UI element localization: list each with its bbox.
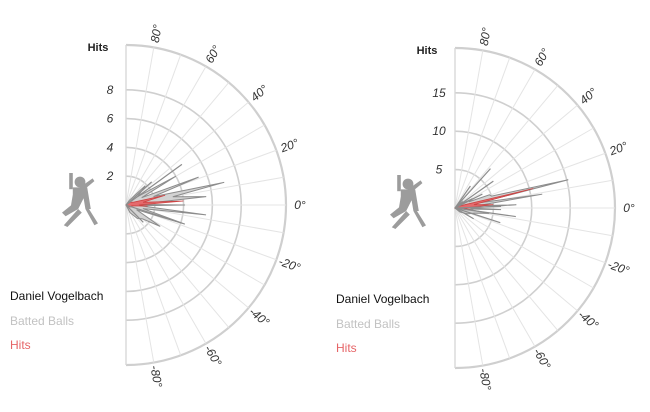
grid-spoke: [454, 207, 536, 347]
angle-tick-label--40-: -40°: [246, 304, 272, 329]
angle-tick-label-80-: 80°: [477, 26, 494, 46]
grid-spoke: [125, 54, 182, 206]
angle-tick-label--80-: -80°: [147, 364, 165, 388]
radial-tick-label-6: 6: [107, 112, 114, 126]
grid-spoke: [454, 207, 559, 331]
legend-player: Daniel Vogelbach: [336, 292, 429, 306]
legend-player: Daniel Vogelbach: [10, 289, 103, 303]
radial-chart-left: 80° 60° 40° 20° 0° -20° -40° -60° -80° 2 4 6 8 Hits D…: [10, 23, 306, 388]
batter-silhouette-icon: [390, 175, 426, 229]
batted-ball-ray: [125, 204, 144, 223]
angle-tick-label--80-: -80°: [476, 367, 494, 391]
radial-tick-label-15: 15: [432, 86, 446, 100]
angle-tick-label--60-: -60°: [201, 343, 224, 369]
angle-tick-label--20-: -20°: [606, 257, 632, 278]
angle-tick-label--20-: -20°: [277, 254, 303, 275]
angle-tick-label-20-: 20°: [607, 139, 630, 159]
angle-tick-label-60-: 60°: [202, 43, 223, 66]
grid-spoke: [454, 207, 606, 264]
batted-ball-ray: [454, 207, 501, 224]
radial-tick-label-8: 8: [107, 83, 114, 97]
radial-tick-label-5: 5: [436, 163, 443, 177]
batted-ball-ray: [454, 207, 516, 218]
radial-axis-title: Hits: [88, 42, 109, 54]
grid-spoke: [454, 207, 578, 312]
angle-tick-label-60-: 60°: [531, 46, 552, 69]
grid-spoke: [454, 85, 559, 209]
grid-spoke: [454, 127, 594, 209]
angle-tick-label-80-: 80°: [148, 23, 165, 43]
grid-spoke: [125, 66, 207, 206]
radial-tick-label-10: 10: [432, 124, 446, 138]
angle-tick-label-40-: 40°: [577, 85, 600, 108]
angle-tick-label--60-: -60°: [530, 346, 553, 372]
grid-spoke: [125, 204, 249, 309]
grid-spoke: [125, 204, 230, 328]
legend: Daniel Vogelbach Batted Balls Hits: [10, 289, 103, 352]
grid-spoke: [454, 50, 484, 209]
grid-spoke: [125, 47, 155, 206]
angle-tick-label--40-: -40°: [575, 307, 601, 332]
angle-tick-label-40-: 40°: [248, 82, 271, 105]
grid-spoke: [454, 207, 484, 366]
legend-hits: Hits: [336, 341, 357, 355]
batted-ball-ray: [454, 185, 471, 209]
grid-spoke: [125, 101, 249, 206]
grid-spoke: [454, 69, 536, 209]
legend-batted-balls: Batted Balls: [10, 314, 74, 328]
grid-spoke: [454, 207, 594, 289]
batted-ball-ray: [125, 163, 183, 206]
batted-ball-ray: [125, 204, 180, 223]
batted-ball-ray: [454, 180, 494, 209]
radial-chart-right: 80°60°40°20°0°-20°-40°-60°-80°51015Hits …: [336, 26, 635, 391]
grid-spoke: [125, 204, 207, 344]
angle-tick-label-20-: 20°: [278, 136, 301, 156]
batter-silhouette-icon: [62, 173, 98, 227]
batted-ball-ray: [454, 205, 502, 209]
batted-ball-ray: [454, 207, 474, 220]
batted-ball-ray: [454, 168, 491, 209]
legend-batted-balls: Batted Balls: [336, 317, 400, 331]
grid-spoke: [454, 207, 511, 359]
grid-spoke: [125, 204, 155, 363]
legend: Daniel Vogelbach Batted Balls Hits: [336, 292, 429, 355]
radial-tick-label-2: 2: [106, 169, 114, 183]
legend-hits: Hits: [10, 338, 31, 352]
grid-spoke: [454, 57, 511, 209]
batted-ball-ray: [454, 193, 483, 209]
radial-axis-title: Hits: [417, 45, 438, 57]
angle-tick-label-0-: 0°: [294, 198, 306, 212]
grid-spoke: [454, 104, 578, 209]
radial-tick-label-4: 4: [107, 140, 114, 154]
angle-tick-label-0-: 0°: [623, 201, 635, 215]
grid-spoke: [125, 82, 230, 206]
batted-ball-ray: [125, 181, 153, 206]
grid-spoke: [125, 204, 182, 356]
